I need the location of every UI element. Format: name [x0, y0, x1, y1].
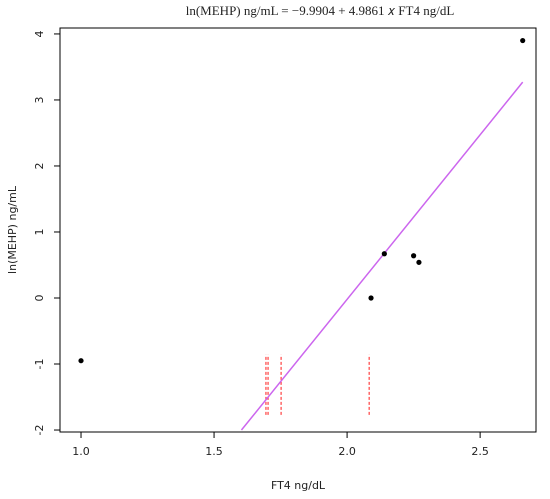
point	[78, 358, 84, 364]
y-tick-label: -1	[33, 359, 46, 370]
x-tick-label: 2.0	[338, 445, 356, 458]
point	[416, 259, 422, 265]
y-tick-label: 3	[33, 96, 46, 103]
x-tick-label: 2.5	[471, 445, 489, 458]
y-tick-label: 0	[33, 294, 46, 301]
chart-title: ln(MEHP) ng/mL = −9.9904 + 4.9861 𝑥 FT4 …	[186, 3, 455, 18]
point	[381, 251, 387, 257]
plot-frame	[59, 27, 537, 433]
x-axis-label: FT4 ng/dL	[271, 479, 326, 492]
y-axis-label: ln(MEHP) ng/mL	[6, 185, 19, 274]
x-tick-label: 1.0	[72, 445, 90, 458]
point	[411, 253, 417, 259]
y-tick-label: -2	[33, 425, 46, 436]
y-tick-label: 1	[33, 228, 46, 235]
y-tick-label: 4	[33, 30, 46, 37]
point	[368, 295, 374, 301]
y-tick-label: 2	[33, 162, 46, 169]
point	[520, 37, 526, 44]
fit-line	[240, 81, 524, 431]
x-tick-label: 1.5	[205, 445, 223, 458]
